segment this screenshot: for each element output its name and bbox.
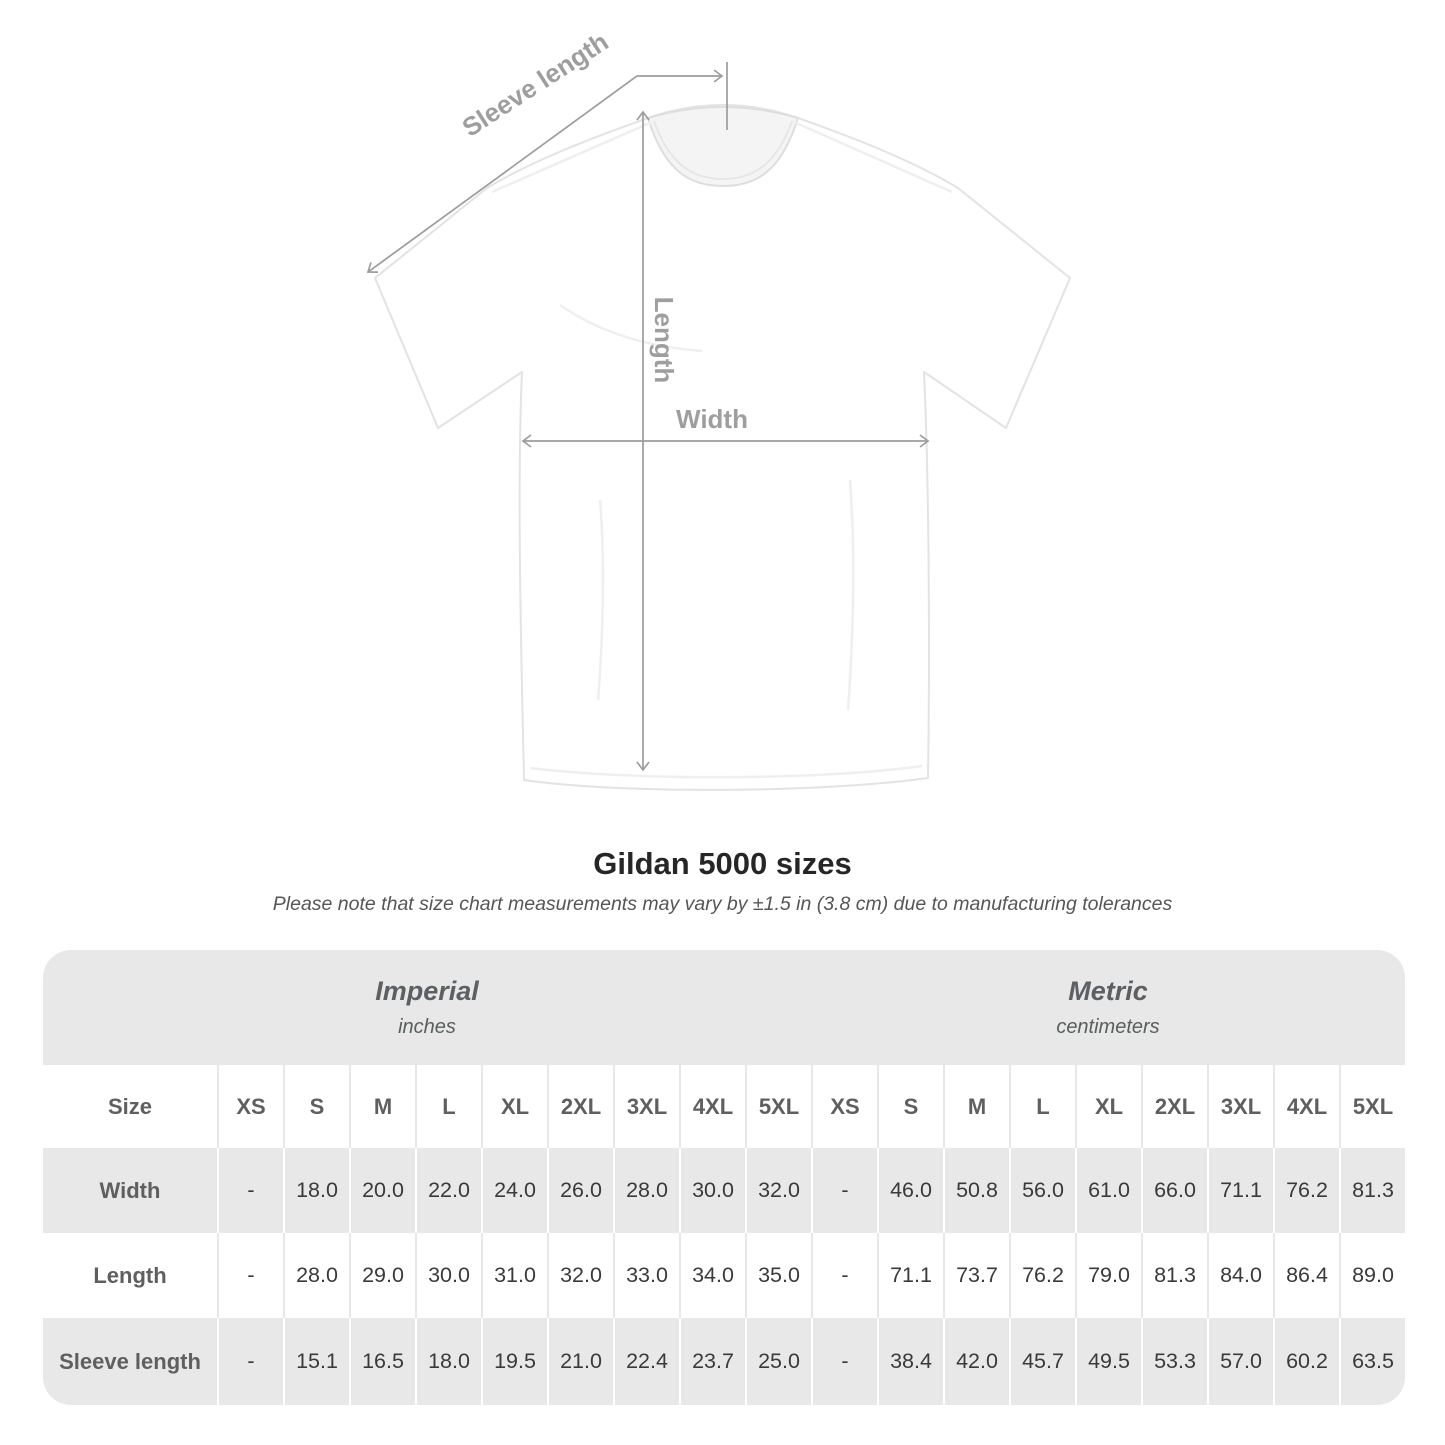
value-imperial-l: 30.0 (415, 1233, 481, 1318)
size-header-imperial-xs: XS (217, 1065, 283, 1148)
value-imperial-s: 18.0 (283, 1148, 349, 1233)
size-header-imperial-m: M (349, 1065, 415, 1148)
value-imperial-4xl: 30.0 (679, 1148, 745, 1233)
value-imperial-3xl: 33.0 (613, 1233, 679, 1318)
size-header-metric-xl: XL (1075, 1065, 1141, 1148)
value-metric-3xl: 57.0 (1207, 1318, 1273, 1405)
size-header-metric-l: L (1009, 1065, 1075, 1148)
value-metric-xl: 79.0 (1075, 1233, 1141, 1318)
row-label: Sleeve length (59, 1348, 201, 1374)
imperial-unit: inches (398, 1016, 456, 1038)
value-imperial-2xl: 21.0 (547, 1318, 613, 1405)
value-metric-m: 73.7 (943, 1233, 1009, 1318)
value-metric-l: 76.2 (1009, 1233, 1075, 1318)
value-imperial-xl: 19.5 (481, 1318, 547, 1405)
size-header-imperial-2xl: 2XL (547, 1065, 613, 1148)
size-header-imperial-4xl: 4XL (679, 1065, 745, 1148)
value-metric-xs: - (811, 1233, 877, 1318)
length-label: Length (649, 297, 679, 384)
size-header-metric-s: S (877, 1065, 943, 1148)
value-metric-s: 71.1 (877, 1233, 943, 1318)
size-header-metric-2xl: 2XL (1141, 1065, 1207, 1148)
metric-header: Metric centimeters (811, 976, 1405, 1039)
size-header-metric-xs: XS (811, 1065, 877, 1148)
row-label: Width (99, 1177, 161, 1203)
table-row-length: Length -28.0 29.0 30.0 31.0 32.0 33.0 34.0 35.0-… (43, 1233, 1405, 1318)
sleeve-length-arrow (366, 75, 638, 273)
value-metric-3xl: 84.0 (1207, 1233, 1273, 1318)
value-metric-m: 50.8 (943, 1148, 1009, 1233)
value-imperial-3xl: 28.0 (613, 1148, 679, 1233)
table-row-width: Width -18.0 20.0 22.0 24.0 26.0 28.0 30.0 32.0-4… (43, 1148, 1405, 1233)
table-header-row: Size XS S M L XL 2XL 3XL 4XL 5XL XS S M L XL 2XL 3XL 4XL 5… (43, 1065, 1405, 1148)
value-imperial-l: 18.0 (415, 1318, 481, 1405)
size-header-imperial-xl: XL (481, 1065, 547, 1148)
metric-title: Metric (1068, 976, 1148, 1006)
value-metric-l: 45.7 (1009, 1318, 1075, 1405)
value-imperial-5xl: 25.0 (745, 1318, 811, 1405)
imperial-header: Imperial inches (43, 976, 811, 1039)
value-imperial-xl: 24.0 (481, 1148, 547, 1233)
sleeve-length-label: Sleeve length (457, 26, 614, 142)
unit-system-band: Imperial inches Metric centimeters (43, 950, 1405, 1065)
width-label: Width (676, 404, 748, 434)
value-metric-xs: - (811, 1318, 877, 1405)
value-metric-s: 46.0 (877, 1148, 943, 1233)
value-imperial-xl: 31.0 (481, 1233, 547, 1318)
value-imperial-5xl: 35.0 (745, 1233, 811, 1318)
size-header-imperial-l: L (415, 1065, 481, 1148)
value-metric-5xl: 89.0 (1339, 1233, 1405, 1318)
value-imperial-xs: - (217, 1318, 283, 1405)
value-imperial-3xl: 22.4 (613, 1318, 679, 1405)
value-metric-4xl: 76.2 (1273, 1148, 1339, 1233)
size-table: Imperial inches Metric centimeters Size X… (43, 950, 1405, 1405)
value-metric-l: 56.0 (1009, 1148, 1075, 1233)
value-metric-2xl: 53.3 (1141, 1318, 1207, 1405)
value-imperial-s: 28.0 (283, 1233, 349, 1318)
value-metric-4xl: 86.4 (1273, 1233, 1339, 1318)
row-label: Length (93, 1262, 167, 1288)
size-header-metric-5xl: 5XL (1339, 1065, 1405, 1148)
value-imperial-m: 29.0 (349, 1233, 415, 1318)
value-metric-2xl: 66.0 (1141, 1148, 1207, 1233)
value-imperial-5xl: 32.0 (745, 1148, 811, 1233)
size-header-imperial-3xl: 3XL (613, 1065, 679, 1148)
table-row-sleeve-length: Sleeve length -15.1 16.5 18.0 19.5 21.0 22.4 23… (43, 1318, 1405, 1405)
imperial-title: Imperial (375, 976, 479, 1006)
size-column-header: Size (107, 1093, 153, 1119)
value-metric-5xl: 63.5 (1339, 1318, 1405, 1405)
tshirt-measurement-diagram: Sleeve length Length Width (366, 26, 1071, 791)
value-metric-xl: 49.5 (1075, 1318, 1141, 1405)
tolerance-note: Please note that size chart measurements… (272, 893, 1173, 915)
value-imperial-4xl: 23.7 (679, 1318, 745, 1405)
value-metric-xl: 61.0 (1075, 1148, 1141, 1233)
value-imperial-s: 15.1 (283, 1318, 349, 1405)
value-metric-3xl: 71.1 (1207, 1148, 1273, 1233)
value-imperial-4xl: 34.0 (679, 1233, 745, 1318)
value-imperial-l: 22.0 (415, 1148, 481, 1233)
value-imperial-m: 20.0 (349, 1148, 415, 1233)
value-metric-4xl: 60.2 (1273, 1318, 1339, 1405)
value-metric-s: 38.4 (877, 1318, 943, 1405)
size-header-imperial-5xl: 5XL (745, 1065, 811, 1148)
page-title: Gildan 5000 sizes (593, 846, 852, 881)
value-imperial-2xl: 32.0 (547, 1233, 613, 1318)
value-imperial-xs: - (217, 1233, 283, 1318)
value-metric-2xl: 81.3 (1141, 1233, 1207, 1318)
value-metric-xs: - (811, 1148, 877, 1233)
value-imperial-m: 16.5 (349, 1318, 415, 1405)
value-metric-m: 42.0 (943, 1318, 1009, 1405)
size-header-metric-3xl: 3XL (1207, 1065, 1273, 1148)
collar (646, 106, 800, 188)
size-header-metric-4xl: 4XL (1273, 1065, 1339, 1148)
value-metric-5xl: 81.3 (1339, 1148, 1405, 1233)
value-imperial-xs: - (217, 1148, 283, 1233)
value-imperial-2xl: 26.0 (547, 1148, 613, 1233)
size-header-metric-m: M (943, 1065, 1009, 1148)
metric-unit: centimeters (1056, 1016, 1160, 1038)
tshirt-silhouette (374, 104, 1071, 791)
size-header-imperial-s: S (283, 1065, 349, 1148)
